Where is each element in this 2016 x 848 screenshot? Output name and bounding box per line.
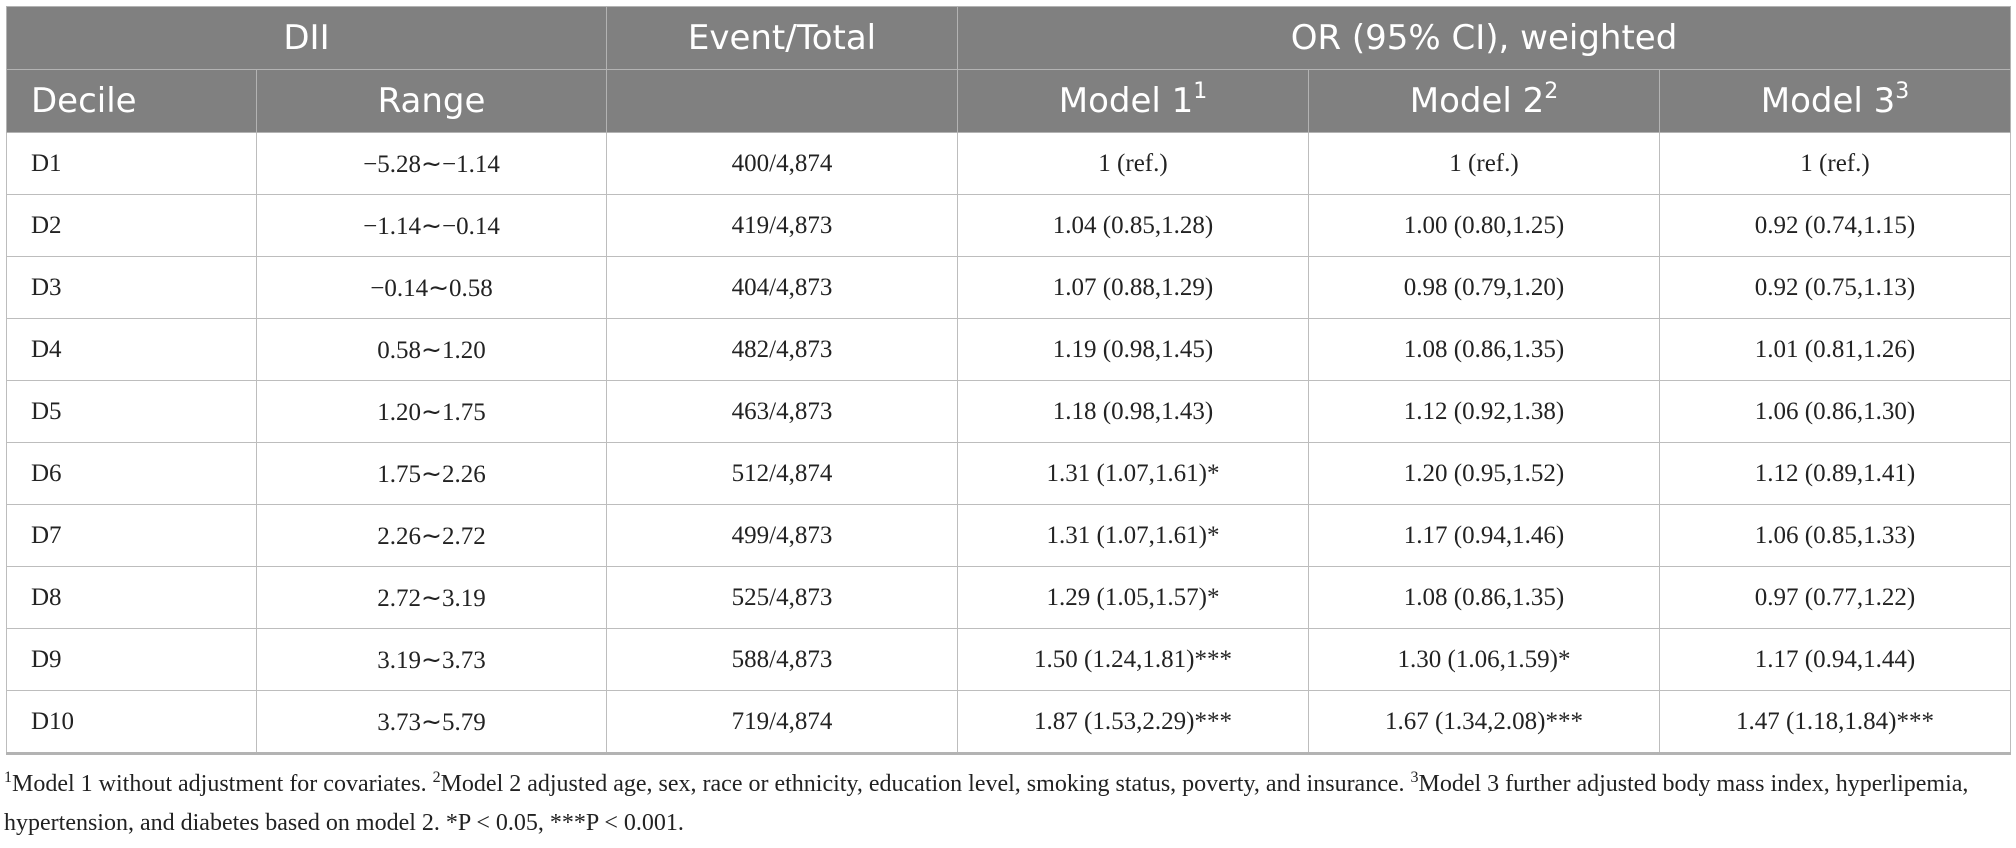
header-group-row: DII Event/Total OR (95% CI), weighted	[6, 6, 2012, 70]
table-body: D1 −5.28∼−1.14 400/4,874 1 (ref.) 1 (ref.) 1 …	[6, 132, 2012, 755]
cell-decile: D10	[6, 690, 257, 755]
cell-event-total: 482/4,873	[606, 318, 958, 381]
cell-model3: 1.17 (0.94,1.44)	[1658, 628, 2012, 691]
cell-event-total: 400/4,874	[606, 132, 958, 195]
cell-model1: 1.31 (1.07,1.61)*	[957, 442, 1309, 505]
cell-model2: 1.08 (0.86,1.35)	[1308, 318, 1660, 381]
cell-model1: 1 (ref.)	[957, 132, 1309, 195]
header-model3-sup: 3	[1895, 79, 1910, 104]
cell-decile: D1	[6, 132, 257, 195]
cell-event-total: 404/4,873	[606, 256, 958, 319]
footnote-note-1: Model 1 without adjustment for covariate…	[12, 771, 433, 797]
cell-model2: 1 (ref.)	[1308, 132, 1660, 195]
results-table-container: DII Event/Total OR (95% CI), weighted De…	[6, 6, 2012, 755]
header-range: Range	[256, 69, 607, 133]
cell-decile: D9	[6, 628, 257, 691]
footnote-note-2: Model 2 adjusted age, sex, race or ethni…	[440, 771, 1411, 797]
header-model3: Model 33	[1658, 69, 2012, 133]
cell-decile: D7	[6, 504, 257, 567]
footnote-sup-1: 1	[4, 769, 12, 786]
cell-decile: D3	[6, 256, 257, 319]
cell-decile: D2	[6, 194, 257, 257]
cell-event-total: 419/4,873	[606, 194, 958, 257]
cell-model3: 1.47 (1.18,1.84)***	[1658, 690, 2012, 755]
cell-decile: D6	[6, 442, 257, 505]
table-row: D9 3.19∼3.73 588/4,873 1.50 (1.24,1.81)*** 1…	[6, 628, 2012, 691]
cell-range: −0.14∼0.58	[256, 256, 607, 319]
cell-model3: 0.97 (0.77,1.22)	[1658, 566, 2012, 629]
cell-model3: 1.01 (0.81,1.26)	[1658, 318, 2012, 381]
cell-model2: 1.12 (0.92,1.38)	[1308, 380, 1660, 443]
header-or-group: OR (95% CI), weighted	[956, 6, 2012, 70]
cell-range: 3.19∼3.73	[256, 628, 607, 691]
cell-model1: 1.04 (0.85,1.28)	[957, 194, 1309, 257]
cell-model1: 1.31 (1.07,1.61)*	[957, 504, 1309, 567]
cell-model1: 1.19 (0.98,1.45)	[957, 318, 1309, 381]
cell-event-total: 499/4,873	[606, 504, 958, 567]
cell-range: 0.58∼1.20	[256, 318, 607, 381]
cell-model2: 1.30 (1.06,1.59)*	[1308, 628, 1660, 691]
cell-model3: 0.92 (0.75,1.13)	[1658, 256, 2012, 319]
cell-model3: 1 (ref.)	[1658, 132, 2012, 195]
header-model1-sup: 1	[1193, 79, 1208, 104]
table-row: D10 3.73∼5.79 719/4,874 1.87 (1.53,2.29)***…	[6, 690, 2012, 755]
cell-model3: 0.92 (0.74,1.15)	[1658, 194, 2012, 257]
table-row: D8 2.72∼3.19 525/4,873 1.29 (1.05,1.57)* 1.0…	[6, 566, 2012, 629]
cell-range: 2.72∼3.19	[256, 566, 607, 629]
header-model2: Model 22	[1308, 69, 1660, 133]
header-model1: Model 11	[957, 69, 1309, 133]
cell-decile: D4	[6, 318, 257, 381]
results-table: DII Event/Total OR (95% CI), weighted De…	[6, 6, 2012, 755]
header-event-total: Event/Total	[606, 6, 958, 70]
cell-model1: 1.50 (1.24,1.81)***	[957, 628, 1309, 691]
cell-decile: D8	[6, 566, 257, 629]
table-row: D5 1.20∼1.75 463/4,873 1.18 (0.98,1.43) 1.12…	[6, 380, 2012, 443]
header-model2-label: Model 2	[1409, 81, 1545, 121]
header-model3-label: Model 3	[1760, 81, 1896, 121]
table-row: D1 −5.28∼−1.14 400/4,874 1 (ref.) 1 (ref.) 1 …	[6, 132, 2012, 195]
cell-model1: 1.18 (0.98,1.43)	[957, 380, 1309, 443]
cell-model2: 0.98 (0.79,1.20)	[1308, 256, 1660, 319]
header-dii: DII	[6, 6, 607, 70]
cell-range: −5.28∼−1.14	[256, 132, 607, 195]
cell-event-total: 463/4,873	[606, 380, 958, 443]
table-header: DII Event/Total OR (95% CI), weighted De…	[6, 6, 2012, 133]
header-model2-sup: 2	[1544, 79, 1559, 104]
cell-range: 1.20∼1.75	[256, 380, 607, 443]
table-footnote: 1Model 1 without adjustment for covariat…	[4, 765, 2009, 843]
cell-model2: 1.08 (0.86,1.35)	[1308, 566, 1660, 629]
header-decile: Decile	[6, 69, 257, 133]
table-row: D2 −1.14∼−0.14 419/4,873 1.04 (0.85,1.28) 1.…	[6, 194, 2012, 257]
cell-range: −1.14∼−0.14	[256, 194, 607, 257]
header-column-row: Decile Range Model 11 Model 22 Model 33	[6, 69, 2012, 133]
cell-model2: 1.17 (0.94,1.46)	[1308, 504, 1660, 567]
footnote-sup-2: 2	[432, 769, 441, 786]
cell-decile: D5	[6, 380, 257, 443]
header-empty	[606, 69, 958, 133]
cell-event-total: 588/4,873	[606, 628, 958, 691]
cell-model3: 1.06 (0.86,1.30)	[1658, 380, 2012, 443]
cell-model2: 1.67 (1.34,2.08)***	[1308, 690, 1660, 755]
cell-range: 3.73∼5.79	[256, 690, 607, 755]
cell-range: 1.75∼2.26	[256, 442, 607, 505]
header-model1-label: Model 1	[1058, 81, 1194, 121]
cell-model2: 1.20 (0.95,1.52)	[1308, 442, 1660, 505]
cell-event-total: 512/4,874	[606, 442, 958, 505]
footnote-significance: *P < 0.05, ***P < 0.001.	[445, 810, 684, 836]
cell-event-total: 719/4,874	[606, 690, 958, 755]
table-row: D4 0.58∼1.20 482/4,873 1.19 (0.98,1.45) 1.08…	[6, 318, 2012, 381]
cell-event-total: 525/4,873	[606, 566, 958, 629]
cell-model2: 1.00 (0.80,1.25)	[1308, 194, 1660, 257]
footnote-note-3: Model 3 further adjusted body mass index…	[4, 771, 1969, 836]
cell-model1: 1.87 (1.53,2.29)***	[957, 690, 1309, 755]
cell-model1: 1.29 (1.05,1.57)*	[957, 566, 1309, 629]
cell-model3: 1.12 (0.89,1.41)	[1658, 442, 2012, 505]
cell-model1: 1.07 (0.88,1.29)	[957, 256, 1309, 319]
cell-model3: 1.06 (0.85,1.33)	[1658, 504, 2012, 567]
table-row: D6 1.75∼2.26 512/4,874 1.31 (1.07,1.61)* 1.2…	[6, 442, 2012, 505]
cell-range: 2.26∼2.72	[256, 504, 607, 567]
table-row: D3 −0.14∼0.58 404/4,873 1.07 (0.88,1.29) 0.9…	[6, 256, 2012, 319]
table-row: D7 2.26∼2.72 499/4,873 1.31 (1.07,1.61)* 1.1…	[6, 504, 2012, 567]
footnote-sup-3: 3	[1410, 769, 1419, 786]
